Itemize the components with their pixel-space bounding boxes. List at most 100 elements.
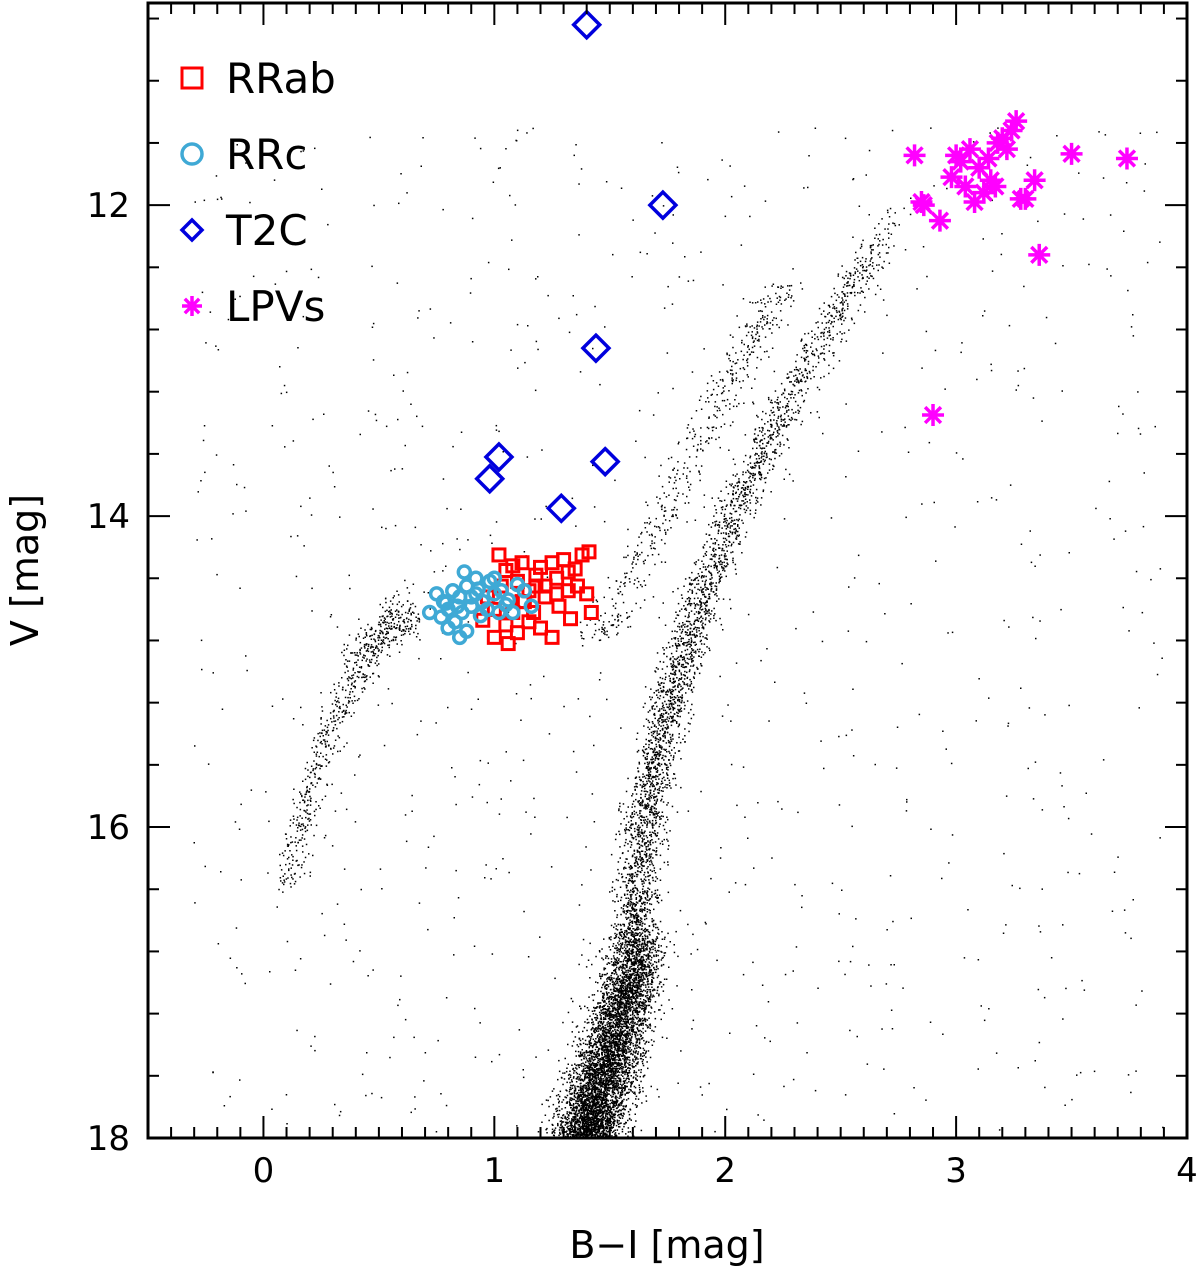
- field-star-dot: [637, 997, 639, 999]
- field-star-dot: [595, 1041, 597, 1043]
- field-star-dot: [596, 1052, 599, 1055]
- field-star-dot: [607, 985, 610, 988]
- field-star-dot: [641, 932, 644, 934]
- field-star-dot: [579, 1087, 582, 1089]
- field-star-dot: [557, 1124, 559, 1127]
- field-star-dot: [576, 1119, 579, 1121]
- field-star-dot: [603, 1046, 605, 1049]
- field-star-dot: [611, 1065, 613, 1067]
- field-star-dot: [616, 1129, 619, 1131]
- field-star-dot: [579, 1116, 582, 1118]
- field-star-dot: [600, 1078, 603, 1080]
- field-star-dot: [620, 1020, 622, 1023]
- field-star-dot: [598, 1039, 600, 1041]
- field-star-dot: [612, 1086, 614, 1089]
- field-star-dot: [721, 576, 723, 578]
- field-star-dot: [600, 1058, 602, 1061]
- field-star-dot: [612, 955, 615, 957]
- field-star-dot: [605, 998, 608, 1000]
- field-star-dot: [577, 1064, 580, 1067]
- field-star-dot: [676, 985, 678, 987]
- field-star-dot: [639, 1029, 641, 1032]
- field-star-dot: [577, 1093, 580, 1096]
- field-star-dot: [620, 1062, 623, 1064]
- field-star-dot: [646, 991, 649, 993]
- field-star-dot: [621, 1128, 624, 1131]
- field-star-dot: [628, 990, 631, 992]
- field-star-dot: [589, 1111, 591, 1113]
- field-star-dot: [630, 1090, 632, 1092]
- field-star-dot: [621, 1108, 624, 1111]
- field-star-dot: [553, 1113, 555, 1115]
- field-star-dot: [635, 1074, 637, 1076]
- field-star-dot: [625, 1033, 628, 1036]
- field-star-dot: [632, 1016, 634, 1019]
- field-star-dot: [606, 1015, 609, 1018]
- field-star-dot: [584, 1067, 587, 1069]
- field-star-dot: [597, 1105, 599, 1107]
- field-star-dot: [629, 1089, 632, 1091]
- field-star-dot: [596, 1074, 598, 1077]
- field-star-dot: [601, 1023, 604, 1026]
- field-star-dot: [635, 1071, 638, 1074]
- field-star-dot: [623, 1050, 626, 1053]
- field-star-dot: [610, 1124, 612, 1127]
- field-star-dot: [650, 1039, 653, 1041]
- field-star-dot: [607, 1009, 609, 1011]
- field-star-dot: [618, 1024, 620, 1026]
- field-star-dot: [620, 1122, 622, 1124]
- field-star-dot: [637, 968, 640, 970]
- field-star-dot: [760, 460, 763, 462]
- field-star-dot: [585, 1101, 587, 1103]
- field-star-dot: [661, 951, 663, 953]
- field-star-dot: [613, 1043, 615, 1045]
- field-star-dot: [642, 948, 645, 950]
- field-star-dot: [596, 1132, 598, 1134]
- field-star-dot: [629, 1003, 631, 1005]
- field-star-dot: [655, 954, 658, 956]
- field-star-dot: [619, 1086, 621, 1089]
- field-star-dot: [578, 1077, 580, 1080]
- field-star-dot: [604, 1034, 607, 1037]
- field-star-dot: [617, 984, 620, 986]
- field-star-dot: [653, 1040, 655, 1043]
- field-star-dot: [597, 1126, 599, 1128]
- field-star-dot: [593, 1073, 596, 1075]
- field-star-dot: [625, 1059, 627, 1061]
- field-star-dot: [590, 1066, 592, 1068]
- field-star-dot: [642, 974, 644, 977]
- field-star-dot: [628, 1051, 630, 1053]
- field-star-dot: [608, 1055, 611, 1057]
- field-star-dot: [564, 1115, 566, 1118]
- field-star-dot: [655, 955, 657, 957]
- field-star-dot: [567, 1133, 569, 1136]
- field-star-dot: [636, 994, 638, 997]
- field-star-dot: [714, 563, 716, 566]
- field-star-dot: [602, 1097, 605, 1100]
- field-star-dot: [622, 1071, 624, 1073]
- field-star-dot: [648, 989, 650, 991]
- field-star-dot: [605, 1135, 608, 1137]
- field-star-dot: [693, 677, 695, 679]
- field-star-dot: [631, 1091, 634, 1093]
- field-star-dot: [565, 1131, 567, 1133]
- field-star-dot: [598, 1096, 600, 1099]
- field-star-dot: [583, 1120, 585, 1122]
- field-star-dot: [596, 1094, 599, 1096]
- field-star-dot: [570, 1093, 572, 1095]
- field-star-dot: [631, 1033, 634, 1035]
- field-star-dot: [617, 1071, 619, 1073]
- field-star-dot: [604, 1098, 606, 1100]
- field-star-dot: [607, 1069, 610, 1072]
- field-star-dot: [587, 1106, 590, 1108]
- field-star-dot: [577, 1127, 579, 1129]
- field-star-dot: [592, 1086, 595, 1088]
- field-star-dot: [622, 1037, 624, 1039]
- field-star-dot: [641, 1022, 644, 1025]
- field-star-dot: [596, 1046, 599, 1048]
- field-star-dot: [595, 1064, 598, 1066]
- field-star-dot: [587, 1124, 590, 1127]
- field-star-dot: [562, 1114, 564, 1117]
- field-star-dot: [591, 1089, 593, 1091]
- field-star-dot: [624, 983, 626, 985]
